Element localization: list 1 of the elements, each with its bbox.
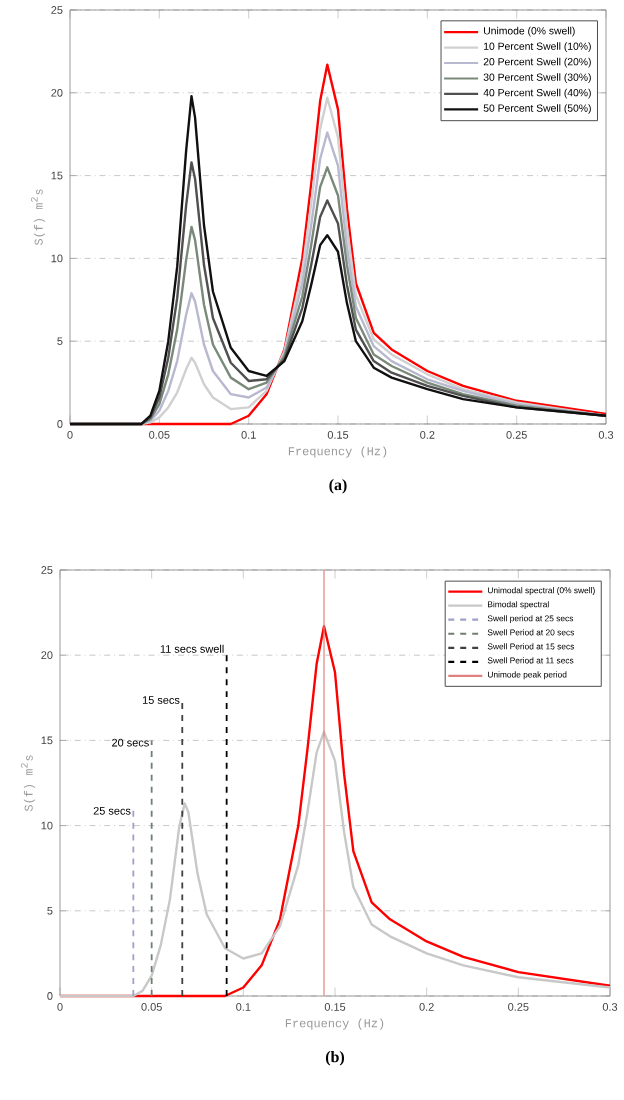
line-series [58,730,612,998]
